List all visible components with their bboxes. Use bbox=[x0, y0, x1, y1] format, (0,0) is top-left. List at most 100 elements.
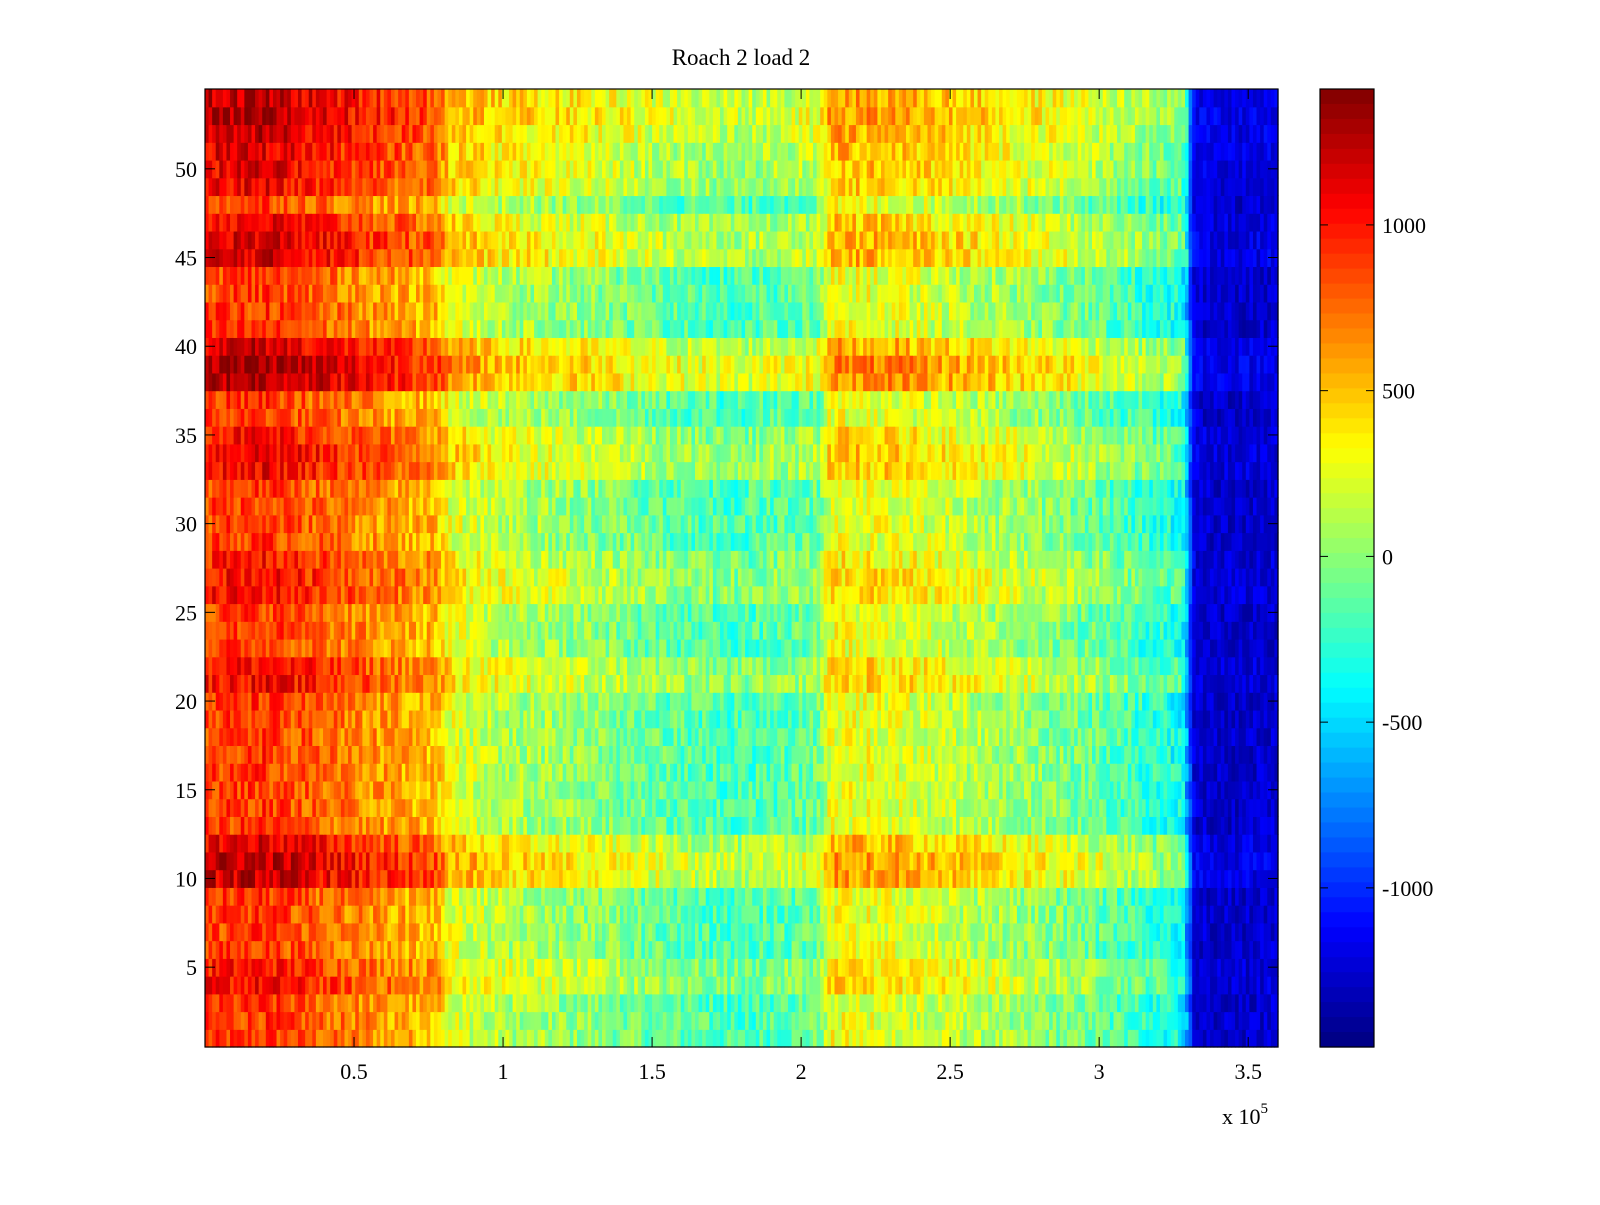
heatmap-cell bbox=[1149, 976, 1154, 995]
heatmap-cell bbox=[1185, 851, 1190, 871]
heatmap-cell bbox=[398, 940, 403, 959]
heatmap-cell bbox=[859, 1011, 864, 1030]
heatmap-cell bbox=[555, 976, 560, 995]
heatmap-cell bbox=[698, 834, 703, 853]
heatmap-cell bbox=[319, 922, 324, 942]
heatmap-cell bbox=[644, 940, 650, 959]
heatmap-cell bbox=[755, 922, 760, 942]
heatmap-cell bbox=[258, 1029, 263, 1048]
heatmap-cell bbox=[569, 834, 574, 853]
heatmap-cell bbox=[323, 1011, 328, 1030]
heatmap-cell bbox=[369, 745, 374, 764]
heatmap-cell bbox=[512, 1011, 517, 1030]
heatmap-cell bbox=[1159, 834, 1165, 853]
heatmap-cell bbox=[988, 798, 993, 817]
heatmap-cell bbox=[344, 798, 349, 817]
heatmap-cell bbox=[830, 1011, 836, 1030]
heatmap-cell bbox=[451, 905, 456, 924]
heatmap-cell bbox=[680, 887, 685, 906]
heatmap-cell bbox=[662, 958, 667, 977]
heatmap-cell bbox=[898, 887, 904, 906]
heatmap-cell bbox=[888, 798, 893, 817]
heatmap-cell bbox=[852, 976, 857, 995]
heatmap-cell bbox=[509, 816, 514, 835]
heatmap-cell bbox=[641, 958, 646, 977]
heatmap-cell bbox=[1102, 851, 1107, 871]
heatmap-cell bbox=[863, 745, 868, 764]
heatmap-cell bbox=[215, 958, 220, 977]
heatmap-cell bbox=[269, 798, 274, 817]
heatmap-cell bbox=[584, 1029, 589, 1048]
heatmap-cell bbox=[1063, 993, 1068, 1013]
heatmap-cell bbox=[1235, 851, 1240, 871]
heatmap-cell bbox=[509, 869, 514, 888]
heatmap-cell bbox=[727, 834, 732, 853]
heatmap-cell bbox=[669, 922, 675, 942]
heatmap-cell bbox=[1185, 1011, 1190, 1030]
heatmap-cell bbox=[1195, 887, 1200, 906]
heatmap-cell bbox=[1238, 798, 1243, 817]
heatmap-cell bbox=[265, 958, 270, 977]
heatmap-cell bbox=[995, 798, 1000, 817]
heatmap-cell bbox=[852, 745, 857, 764]
heatmap-cell bbox=[297, 887, 303, 906]
heatmap-cell bbox=[551, 816, 557, 835]
heatmap-cell bbox=[1181, 834, 1186, 853]
heatmap-cell bbox=[233, 993, 238, 1013]
heatmap-cell bbox=[809, 869, 814, 888]
heatmap-cell bbox=[1235, 869, 1240, 888]
heatmap-cell bbox=[609, 798, 614, 817]
heatmap-cell bbox=[927, 887, 932, 906]
heatmap-cell bbox=[262, 887, 267, 906]
heatmap-cell bbox=[788, 1011, 793, 1030]
heatmap-cell bbox=[294, 869, 299, 888]
heatmap-cell bbox=[441, 940, 446, 959]
heatmap-cell bbox=[798, 869, 803, 888]
heatmap-cell bbox=[702, 993, 707, 1013]
heatmap-cell bbox=[505, 887, 510, 906]
heatmap-cell bbox=[344, 1029, 349, 1048]
heatmap-cell bbox=[1252, 976, 1258, 995]
heatmap-cell bbox=[272, 887, 278, 906]
heatmap-cell bbox=[655, 1029, 660, 1048]
heatmap-cell bbox=[534, 798, 539, 817]
heatmap-cell bbox=[766, 976, 771, 995]
heatmap-cell bbox=[1159, 780, 1165, 800]
heatmap-cell bbox=[555, 887, 560, 906]
heatmap-cell bbox=[576, 869, 582, 888]
heatmap-cell bbox=[813, 1029, 818, 1048]
heatmap-cell bbox=[1052, 780, 1057, 800]
heatmap-cell bbox=[444, 816, 449, 835]
heatmap-cell bbox=[448, 745, 453, 764]
heatmap-cell bbox=[1152, 780, 1157, 800]
heatmap-cell bbox=[494, 940, 499, 959]
heatmap-cell bbox=[326, 887, 331, 906]
heatmap-cell bbox=[326, 798, 331, 817]
heatmap-cell bbox=[627, 958, 632, 977]
heatmap-cell bbox=[555, 993, 560, 1013]
heatmap-cell bbox=[605, 958, 610, 977]
heatmap-cell bbox=[1095, 851, 1100, 871]
heatmap-cell bbox=[1188, 1011, 1193, 1030]
heatmap-cell bbox=[383, 763, 389, 782]
heatmap-cell bbox=[1227, 1029, 1233, 1048]
heatmap-cell bbox=[237, 887, 242, 906]
heatmap-cell bbox=[1016, 993, 1022, 1013]
heatmap-cell bbox=[820, 834, 825, 853]
heatmap-cell bbox=[823, 851, 828, 871]
heatmap-cell bbox=[423, 798, 428, 817]
heatmap-cell bbox=[684, 887, 689, 906]
heatmap-cell bbox=[623, 993, 628, 1013]
heatmap-cell bbox=[1109, 887, 1115, 906]
heatmap-cell bbox=[1109, 816, 1115, 835]
heatmap-cell bbox=[483, 905, 489, 924]
heatmap-cell bbox=[877, 745, 882, 764]
heatmap-cell bbox=[1220, 905, 1225, 924]
heatmap-cell bbox=[1142, 869, 1147, 888]
heatmap-cell bbox=[1188, 976, 1193, 995]
heatmap-cell bbox=[369, 851, 374, 871]
heatmap-cell bbox=[770, 905, 775, 924]
heatmap-cell bbox=[269, 869, 274, 888]
heatmap-cell bbox=[687, 798, 693, 817]
heatmap-cell bbox=[1031, 869, 1036, 888]
